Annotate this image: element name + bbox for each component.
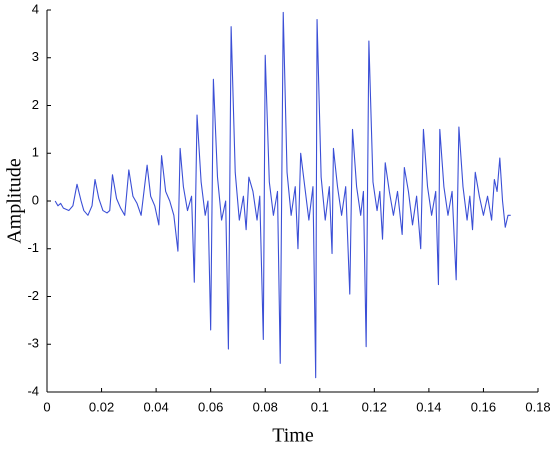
y-tick-label: -3	[27, 336, 39, 351]
x-tick-label: 0.16	[471, 399, 496, 414]
x-tick-label: 0	[43, 399, 50, 414]
x-tick-label: 0.1	[311, 399, 329, 414]
y-tick-label: -4	[27, 383, 39, 398]
y-tick-label: 1	[32, 145, 39, 160]
x-tick-label: 0.12	[362, 399, 387, 414]
y-tick-label: -2	[27, 288, 39, 303]
x-tick-label: 0.04	[143, 399, 168, 414]
x-tick-label: 0.18	[525, 399, 550, 414]
y-tick-label: -1	[27, 240, 39, 255]
y-tick-label: 2	[32, 97, 39, 112]
y-tick-label: 4	[32, 1, 39, 16]
y-tick-label: 0	[32, 192, 39, 207]
x-tick-label: 0.06	[198, 399, 223, 414]
x-tick-label: 0.14	[416, 399, 441, 414]
x-axis-label: Time	[272, 425, 314, 447]
signal-line	[54, 11, 511, 379]
y-axis-label: Amplitude	[4, 158, 26, 244]
x-tick-label: 0.08	[253, 399, 278, 414]
y-tick-label: 3	[32, 49, 39, 64]
x-tick-label: 0.02	[89, 399, 114, 414]
